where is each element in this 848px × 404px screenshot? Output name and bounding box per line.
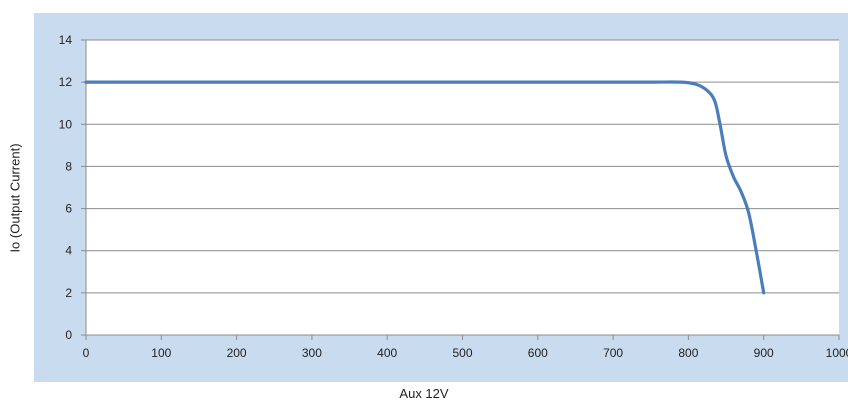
x-tick-label: 900 <box>754 346 774 360</box>
x-axis-title: Aux 12V <box>399 386 449 401</box>
y-tick-label: 2 <box>65 286 72 300</box>
x-tick-label: 0 <box>83 346 90 360</box>
series-layer <box>84 80 766 295</box>
y-tick-label: 6 <box>65 202 72 216</box>
plot-area <box>86 40 839 335</box>
y-tick-label: 0 <box>65 328 72 342</box>
x-tick-label: 800 <box>678 346 698 360</box>
y-tick-label: 14 <box>59 33 73 47</box>
series-line <box>84 80 766 295</box>
y-axis-title: Io (Output Current) <box>7 142 23 253</box>
x-tick-label: 100 <box>151 346 171 360</box>
x-tick-label: 400 <box>377 346 397 360</box>
line-chart: 0 2 4 6 8 10 12 14 0 100 200 300 400 500 600 700 800 900 1… <box>59 33 848 360</box>
tick-labels: 0 2 4 6 8 10 12 14 0 100 200 300 400 500 600 700 800 900 1… <box>59 33 848 360</box>
y-tick-label: 10 <box>59 117 73 131</box>
x-tick-label: 500 <box>452 346 472 360</box>
y-tick-label: 8 <box>65 159 72 173</box>
x-tick-label: 300 <box>302 346 322 360</box>
x-tick-label: 200 <box>227 346 247 360</box>
chart-area: 0 2 4 6 8 10 12 14 0 100 200 300 400 500 600 700 800 900 1… <box>34 13 848 382</box>
x-tick-label: 600 <box>528 346 548 360</box>
x-tick-label: 700 <box>603 346 623 360</box>
x-tick-label: 1000 <box>826 346 848 360</box>
y-tick-label: 4 <box>65 244 72 258</box>
y-tick-label: 12 <box>59 75 73 89</box>
y-axis-title-wrap: Io (Output Current) <box>0 13 30 382</box>
